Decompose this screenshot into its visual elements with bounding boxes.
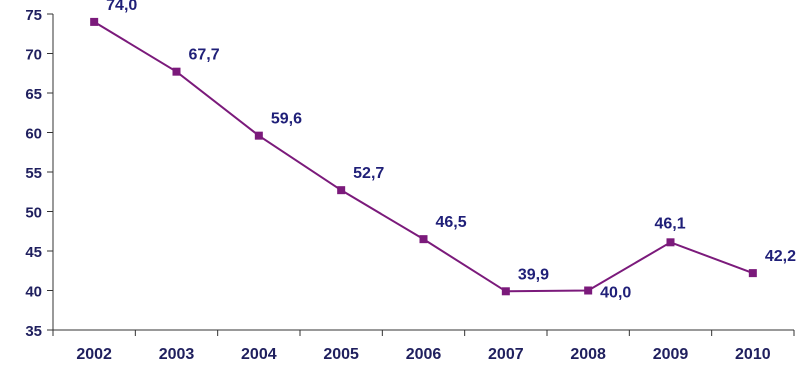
data-label: 74,0 <box>106 0 137 14</box>
x-tick-label: 2003 <box>159 346 195 363</box>
y-tick-label: 40 <box>25 284 42 301</box>
y-tick-label: 50 <box>25 205 42 222</box>
series <box>90 17 757 296</box>
x-axis: 2002 2003 2004 2005 2006 2007 2008 2009 2010 <box>52 329 795 363</box>
y-tick-label: 35 <box>25 323 42 340</box>
x-tick-label: 2008 <box>570 346 606 363</box>
x-tick-label: 2004 <box>241 346 277 363</box>
x-tick-label: 2010 <box>735 346 771 363</box>
y-tick-label: 70 <box>25 47 42 64</box>
data-point-marker <box>501 287 510 296</box>
y-axis: 35 40 45 50 55 60 65 70 75 <box>25 7 54 340</box>
y-tick-label: 65 <box>25 86 42 103</box>
data-label: 40,0 <box>600 285 631 302</box>
x-tick-label: 2006 <box>406 346 442 363</box>
data-point-marker <box>748 269 757 278</box>
data-point-marker <box>90 17 99 26</box>
data-label: 42,2 <box>765 248 796 265</box>
y-tick-label: 45 <box>25 244 42 261</box>
y-tick-label: 75 <box>25 7 42 24</box>
y-tick-label: 60 <box>25 126 42 143</box>
x-tick-label: 2005 <box>323 346 359 363</box>
data-point-marker <box>337 186 346 195</box>
data-point-marker <box>419 235 428 244</box>
data-point-marker <box>172 67 181 76</box>
x-tick-label: 2007 <box>488 346 524 363</box>
y-tick-label: 55 <box>25 165 42 182</box>
x-tick-label: 2002 <box>76 346 112 363</box>
data-labels: 74,0 67,7 59,6 52,7 46,5 39,9 40,0 46,1 42,2 <box>106 0 796 302</box>
data-point-marker <box>254 131 263 140</box>
data-point-marker <box>584 286 593 295</box>
data-label: 39,9 <box>518 266 549 283</box>
x-tick-label: 2009 <box>653 346 689 363</box>
data-label: 52,7 <box>353 165 384 182</box>
data-label: 59,6 <box>271 111 302 128</box>
data-label: 46,1 <box>655 215 686 232</box>
data-label: 67,7 <box>189 47 220 64</box>
data-label: 46,5 <box>436 214 467 231</box>
data-point-marker <box>666 238 675 247</box>
